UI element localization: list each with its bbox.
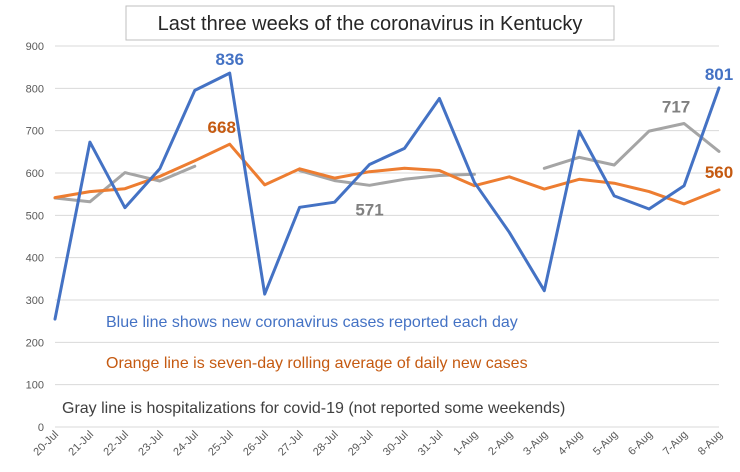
x-tick-label: 22-Jul — [101, 429, 131, 459]
x-tick-label: 27-Jul — [276, 429, 306, 459]
annotation-orange-line: Orange line is seven-day rolling average… — [106, 355, 528, 372]
data-label-new-cases: 801 — [705, 65, 733, 84]
x-tick-label: 28-Jul — [311, 429, 341, 459]
x-tick-label: 1-Aug — [451, 429, 480, 458]
x-tick-label: 24-Jul — [171, 429, 201, 459]
series-line-hospitalizations — [298, 169, 476, 187]
y-tick-label: 0 — [38, 422, 44, 434]
chart-title-box: Last three weeks of the coronavirus in K… — [125, 5, 615, 41]
chart-title: Last three weeks of the coronavirus in K… — [158, 13, 583, 35]
annotation-blue-line: Blue line shows new coronavirus cases re… — [106, 314, 518, 331]
series-lines — [53, 71, 721, 321]
series-line-new-cases — [53, 71, 721, 321]
data-label-hospitalizations: 571 — [355, 200, 383, 219]
x-tick-label: 5-Aug — [591, 429, 620, 458]
x-axis-ticks: 20-Jul 21-Jul 22-Jul 23-Jul 24-Jul 25-Jul 26-J… — [31, 429, 725, 459]
x-tick-label: 2-Aug — [486, 429, 515, 458]
y-tick-label: 300 — [26, 295, 44, 307]
y-tick-label: 100 — [26, 380, 44, 392]
x-tick-label: 8-Aug — [696, 429, 725, 458]
x-tick-label: 21-Jul — [66, 429, 96, 459]
x-tick-label: 25-Jul — [206, 429, 236, 459]
x-tick-label: 23-Jul — [136, 429, 166, 459]
y-axis-ticks: 0 100 200 300 400 500 600 700 800 900 — [26, 41, 44, 434]
x-tick-label: 4-Aug — [556, 429, 585, 458]
data-label-seven-day-rolling-average: 560 — [705, 163, 733, 182]
y-tick-label: 800 — [26, 83, 44, 95]
y-tick-label: 900 — [26, 41, 44, 53]
data-label-hospitalizations: 717 — [662, 97, 690, 116]
y-tick-label: 200 — [26, 337, 44, 349]
data-labels: 836 801 668 560 571 717 — [208, 50, 734, 219]
x-tick-label: 20-Jul — [31, 429, 61, 459]
x-tick-label: 6-Aug — [626, 429, 655, 458]
x-tick-label: 30-Jul — [381, 429, 411, 459]
y-tick-label: 400 — [26, 253, 44, 265]
x-tick-label: 26-Jul — [241, 429, 271, 459]
x-tick-label: 3-Aug — [521, 429, 550, 458]
data-label-new-cases: 836 — [216, 50, 244, 69]
x-tick-label: 29-Jul — [346, 429, 376, 459]
x-tick-label: 7-Aug — [661, 429, 690, 458]
y-tick-label: 500 — [26, 210, 44, 222]
x-tick-label: 31-Jul — [416, 429, 446, 459]
y-tick-label: 600 — [26, 168, 44, 180]
data-label-seven-day-rolling-average: 668 — [208, 118, 236, 137]
annotation-gray-line: Gray line is hospitalizations for covid-… — [62, 400, 565, 417]
y-tick-label: 700 — [26, 126, 44, 138]
